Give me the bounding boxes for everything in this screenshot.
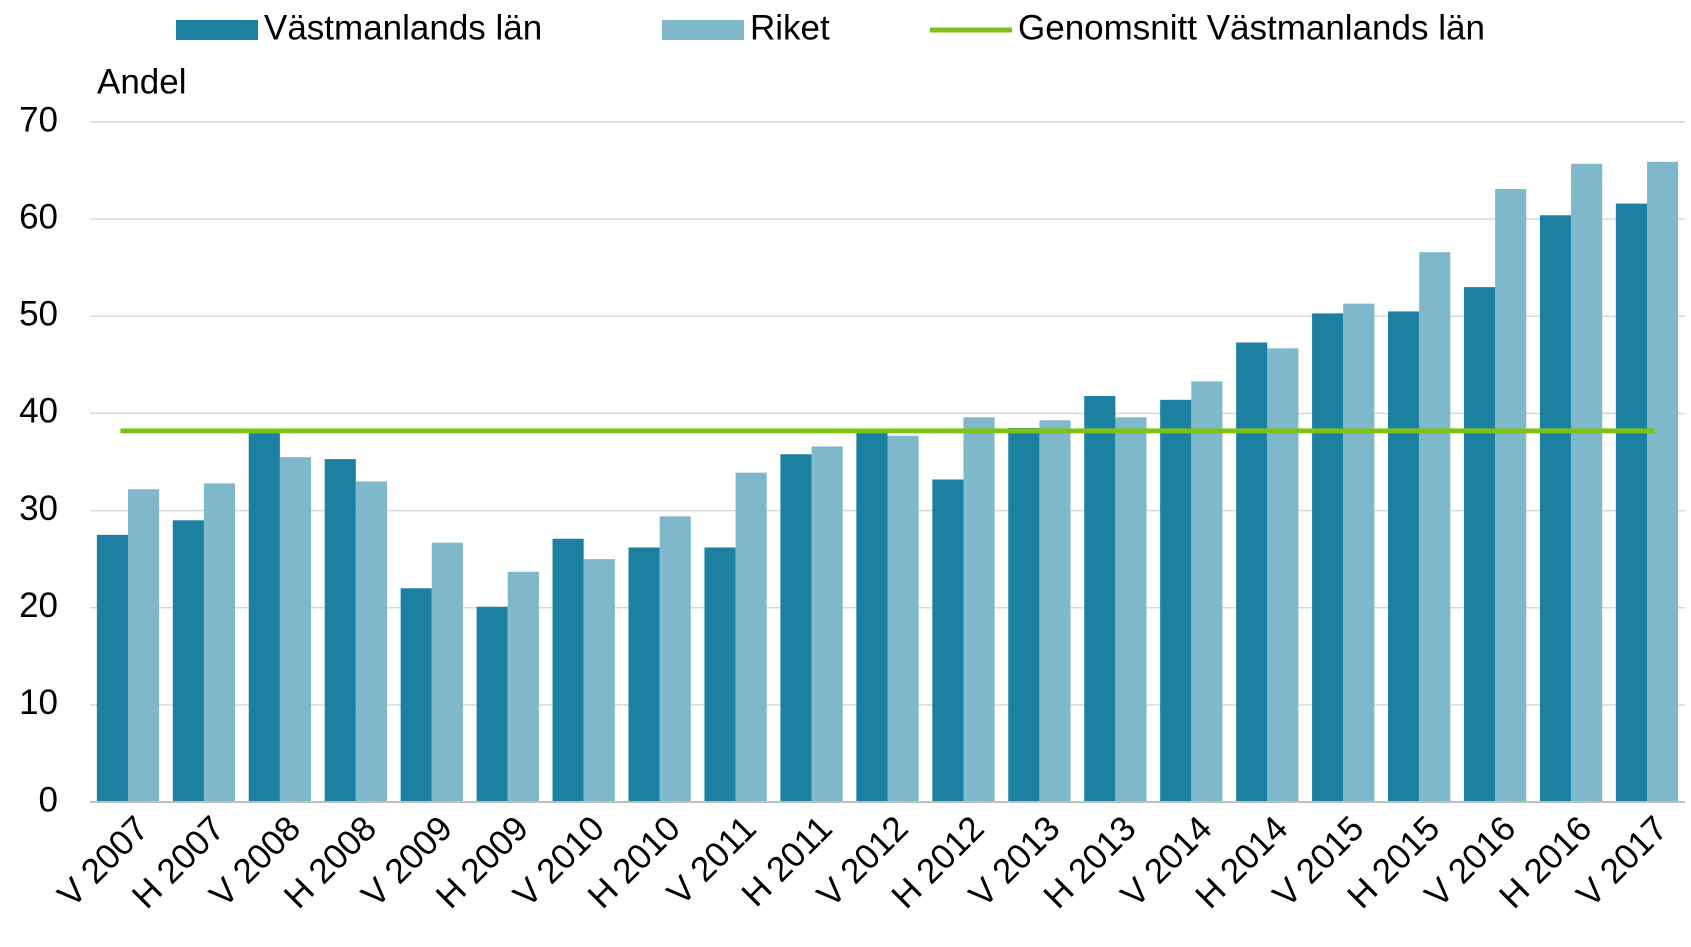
bar: [1343, 303, 1375, 802]
bar: [1039, 420, 1071, 802]
bar: [583, 559, 615, 802]
bar: [704, 547, 736, 802]
bar: [1267, 348, 1299, 802]
y-tick-label: 30: [19, 489, 58, 528]
bar: [1084, 395, 1116, 802]
bar: [324, 459, 356, 802]
bar: [1615, 203, 1648, 803]
legend-label: Genomsnitt Västmanlands län: [1018, 8, 1485, 47]
bar: [96, 534, 128, 802]
y-tick-label: 20: [19, 586, 58, 625]
bar: [1495, 189, 1527, 802]
y-tick-label: 40: [19, 392, 58, 431]
bar: [1571, 163, 1603, 802]
legend-swatch: [662, 20, 744, 40]
bar: [476, 606, 508, 802]
bar: [203, 483, 236, 802]
bar: [1312, 313, 1344, 802]
legend-swatch: [176, 20, 258, 40]
bar: [963, 417, 995, 802]
bar: [628, 547, 660, 802]
legend-label: Riket: [750, 8, 830, 47]
bar: [811, 446, 843, 802]
bar: [279, 457, 312, 802]
bar: [355, 481, 387, 802]
bar: [1463, 287, 1496, 803]
bar: [1236, 342, 1268, 802]
bar: [1115, 417, 1147, 802]
bar: [507, 571, 539, 802]
bar: [431, 542, 463, 802]
bar: [932, 479, 964, 802]
bar: [659, 516, 691, 802]
bar: [1388, 311, 1420, 802]
legend-label: Västmanlands län: [264, 8, 542, 47]
bar: [1008, 428, 1040, 802]
bar: [1539, 215, 1572, 802]
bar: [887, 435, 919, 802]
bar: [780, 454, 812, 802]
bar: [1160, 399, 1192, 802]
y-tick-label: 60: [19, 197, 58, 236]
bar: [400, 588, 432, 802]
y-tick-label: 10: [19, 683, 58, 722]
bar: [127, 489, 160, 802]
y-tick-label: 0: [39, 780, 58, 819]
bar: [552, 538, 584, 802]
bar: [1419, 252, 1451, 802]
bar: [1191, 381, 1223, 802]
y-tick-label: 50: [19, 295, 58, 334]
y-axis-label: Andel: [97, 62, 187, 101]
bar: [856, 429, 888, 802]
bar: [735, 472, 767, 802]
bar: [1647, 161, 1679, 803]
y-tick-label: 70: [19, 100, 58, 139]
bar: [248, 429, 280, 802]
bar: [172, 520, 204, 802]
